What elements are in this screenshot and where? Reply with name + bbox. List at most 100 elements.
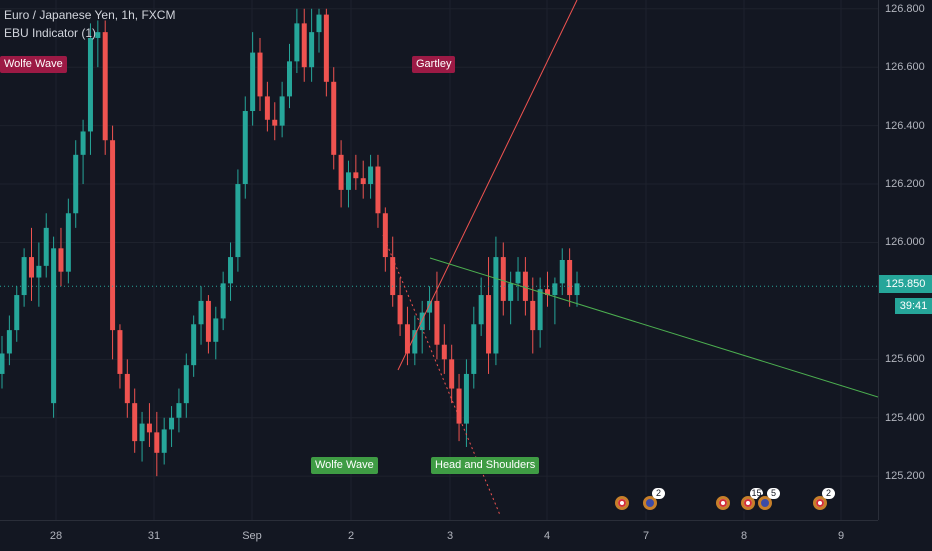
candle-body — [139, 423, 145, 442]
time-tick-label: 2 — [347, 530, 355, 542]
event-count-badge: 2 — [652, 488, 665, 499]
candle-body — [382, 213, 388, 258]
candle-body — [176, 403, 182, 418]
candle-body — [508, 283, 514, 301]
event-dot — [761, 499, 769, 507]
pattern-label-wolfe-wave-bearish[interactable]: Wolfe Wave — [0, 56, 67, 73]
candle-body — [161, 429, 167, 453]
candle-body — [183, 365, 189, 404]
time-tick-label: 3 — [446, 530, 454, 542]
calendar-event-icon[interactable] — [714, 494, 732, 512]
event-dot — [744, 499, 752, 507]
time-tick-label: Sep — [242, 530, 262, 542]
candle-body — [242, 111, 248, 185]
candle-body — [264, 96, 270, 120]
candle-body — [486, 295, 492, 354]
candle-body — [449, 359, 455, 389]
price-axis[interactable]: 126.800 126.600 126.400 126.200 126.000 125.6… — [878, 0, 932, 520]
price-tick-label: 126.200 — [885, 178, 925, 191]
time-axis[interactable]: 28 31 Sep 2 3 4 7 8 9 — [0, 520, 878, 551]
candle-body — [530, 300, 536, 331]
candle-body — [110, 140, 116, 331]
candle-body — [80, 131, 86, 155]
candle-body — [65, 213, 71, 272]
candle-body — [43, 227, 49, 266]
calendar-event-icon[interactable] — [613, 494, 631, 512]
candle-body — [375, 166, 381, 214]
candle-body — [456, 388, 462, 424]
candle-body — [198, 300, 204, 325]
candle-body — [235, 184, 241, 258]
candle-body — [412, 330, 418, 354]
time-tick-label: 28 — [49, 530, 63, 542]
candle-body — [169, 417, 175, 430]
candle-body — [95, 32, 101, 38]
candle-body — [51, 248, 57, 404]
event-dot — [719, 499, 727, 507]
candle-body — [404, 324, 410, 354]
price-tick-label: 126.000 — [885, 236, 925, 249]
candle-body — [58, 248, 64, 272]
candle-body — [463, 373, 469, 424]
pattern-label-head-and-shoulders[interactable]: Head and Shoulders — [431, 457, 540, 474]
bar-countdown-label: 39:41 — [895, 298, 932, 314]
pattern-label-gartley[interactable]: Gartley — [412, 56, 456, 73]
candle-body — [102, 32, 108, 141]
plot-area[interactable] — [0, 0, 878, 520]
candle-body — [309, 32, 315, 68]
candle-body — [279, 96, 285, 126]
candle-body — [220, 283, 226, 319]
last-price-label: 125.850 — [879, 275, 932, 293]
price-tick-label: 125.400 — [885, 411, 925, 424]
candle-body — [434, 300, 440, 345]
candle-body — [87, 37, 93, 132]
candle-body — [427, 300, 433, 313]
time-tick-label: 7 — [642, 530, 650, 542]
candle-body — [345, 172, 351, 190]
candle-body — [228, 257, 234, 284]
candle-body — [28, 257, 34, 278]
price-tick-label: 125.600 — [885, 353, 925, 366]
trendline-red — [397, 0, 578, 371]
event-count-badge: 15 — [750, 488, 763, 499]
pattern-label-wolfe-wave-bullish[interactable]: Wolfe Wave — [311, 457, 378, 474]
candle-body — [493, 257, 499, 354]
indicator-title: EBU Indicator (1) — [4, 26, 97, 40]
price-tick-label: 126.800 — [885, 2, 925, 15]
time-tick-label: 8 — [740, 530, 748, 542]
candle-body — [205, 300, 211, 342]
event-dot — [618, 499, 626, 507]
time-tick-label: 4 — [543, 530, 551, 542]
candle-body — [559, 260, 565, 284]
candle-body — [14, 295, 20, 331]
neckline-green — [429, 257, 878, 398]
candle-body — [21, 257, 27, 296]
candle-body — [574, 283, 580, 296]
candle-body — [515, 271, 521, 284]
candle-body — [301, 23, 307, 68]
candle-body — [397, 295, 403, 325]
event-count-badge: 5 — [767, 488, 780, 499]
time-tick-label: 9 — [837, 530, 845, 542]
candle-body — [567, 260, 573, 296]
candle-body — [36, 265, 42, 278]
candle-body — [360, 178, 366, 185]
event-dot — [646, 499, 654, 507]
candle-body — [257, 52, 263, 97]
event-count-badge: 2 — [822, 488, 835, 499]
candle-body — [478, 295, 484, 325]
candle-body — [146, 423, 152, 433]
candle-body — [132, 403, 138, 442]
candle-body — [537, 289, 543, 331]
candle-body — [124, 373, 130, 404]
candle-body — [552, 283, 558, 296]
candle-body — [522, 271, 528, 301]
candle-body — [250, 52, 256, 112]
candle-body — [154, 432, 160, 453]
candle-body — [500, 257, 506, 301]
candle-body — [338, 154, 344, 190]
candle-body — [117, 330, 123, 374]
chart-legend: Euro / Japanese Yen, 1h, FXCM EBU Indica… — [4, 6, 175, 42]
candle-body — [323, 14, 329, 82]
